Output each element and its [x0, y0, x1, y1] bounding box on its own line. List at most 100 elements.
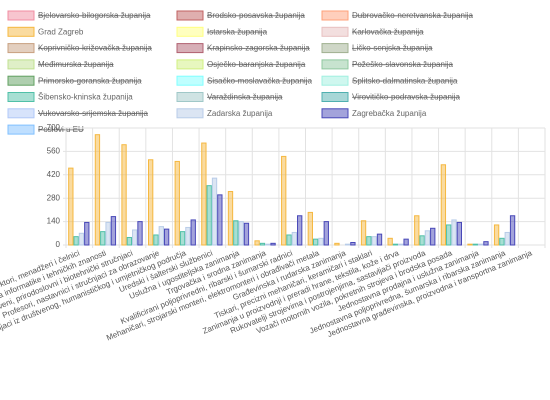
bar [493, 224, 500, 246]
legend-swatch[interactable] [176, 26, 204, 37]
legend-label[interactable]: Krapinsko-zagorska županija [207, 44, 310, 53]
bar [366, 236, 372, 246]
bar [100, 231, 106, 246]
legend-label[interactable]: Karlovačka županija [352, 27, 424, 36]
bar [110, 216, 117, 246]
bar [312, 238, 319, 246]
legend-swatch[interactable] [7, 59, 35, 70]
bar [233, 220, 239, 246]
bar [360, 220, 367, 246]
legend-swatch[interactable] [7, 26, 35, 37]
legend-swatch[interactable] [321, 108, 349, 119]
legend-swatch[interactable] [321, 92, 349, 102]
bar [163, 228, 170, 246]
legend-label[interactable]: Požeško-slavonska županija [352, 60, 453, 69]
legend-swatch[interactable] [321, 10, 349, 21]
y-tick-label: 700 [47, 123, 61, 132]
legend-swatch[interactable] [176, 92, 204, 102]
legend-swatch[interactable] [7, 43, 35, 54]
bar [376, 233, 383, 246]
bar [334, 242, 340, 246]
legend-label[interactable]: Šibensko-kninska županija [38, 93, 133, 102]
legend-label[interactable]: Istarska županija [207, 27, 268, 36]
legend-swatch[interactable] [321, 43, 349, 54]
legend-label[interactable]: Zagrebačka županija [352, 109, 427, 118]
bar [190, 219, 196, 246]
bar [68, 167, 74, 246]
legend-label[interactable]: Vukovarsko-srijemska županija [38, 109, 149, 118]
bar [259, 242, 266, 246]
y-tick-label: 420 [47, 170, 61, 179]
bar [254, 240, 260, 246]
bar [73, 236, 79, 246]
legend-swatch[interactable] [321, 75, 349, 86]
legend-label[interactable]: Virovitičko-podravska županija [352, 93, 460, 102]
y-tick-label: 140 [47, 217, 61, 226]
legend-label[interactable]: Međimurska županija [38, 60, 114, 69]
bar [499, 237, 505, 246]
bar [318, 237, 324, 246]
bar [344, 243, 351, 246]
legend-swatch[interactable] [176, 43, 204, 54]
legend-swatch[interactable] [176, 59, 204, 70]
bar [94, 134, 101, 246]
bar [430, 227, 436, 246]
bar [281, 155, 287, 246]
legend-label[interactable]: Splitsko-dalmatinska županija [352, 76, 458, 85]
legend-swatch[interactable] [176, 108, 204, 119]
legend-label[interactable]: Osječko-baranjska županija [207, 60, 306, 69]
legend-label[interactable]: Sisačko-moslavačka županija [207, 76, 312, 85]
bar [323, 221, 329, 246]
bar [227, 191, 234, 246]
legend-swatch[interactable] [321, 59, 349, 70]
legend-swatch[interactable] [176, 75, 204, 86]
legend-swatch[interactable] [7, 92, 35, 102]
legend-label[interactable]: Brodsko-posavska županija [207, 11, 305, 20]
bar [238, 221, 244, 246]
legend-label[interactable]: Koprivničko-križevačka županija [38, 44, 152, 53]
bar [211, 177, 218, 246]
bar [472, 243, 478, 246]
legend-swatch[interactable] [7, 124, 35, 135]
bar [147, 159, 154, 246]
bar [105, 221, 111, 246]
bar [291, 231, 298, 246]
legend-swatch[interactable] [7, 108, 35, 119]
bar [424, 230, 431, 246]
bar [446, 224, 452, 246]
bar [153, 234, 159, 246]
bar [84, 221, 90, 246]
bar [121, 144, 127, 246]
bar [387, 237, 393, 246]
bar [509, 215, 516, 246]
y-tick-label: 280 [47, 193, 61, 202]
bar [270, 242, 276, 246]
bar [440, 164, 447, 246]
bar [414, 215, 420, 246]
y-tick-label: 560 [47, 147, 61, 156]
legend-label[interactable]: Varaždinska županija [207, 93, 283, 102]
bar [201, 142, 207, 246]
legend-label[interactable]: Bjelovarsko-bilogorska županija [38, 11, 151, 20]
bar [243, 222, 250, 246]
legend-swatch[interactable] [7, 10, 35, 21]
bar [504, 231, 510, 246]
legend-label[interactable]: Zadarska županija [207, 109, 273, 118]
bar [398, 243, 404, 246]
legend-label[interactable]: Poslovi u EU [38, 125, 84, 134]
legend-swatch[interactable] [176, 10, 204, 21]
legend-label[interactable]: Dubrovačko-neretvanska županija [352, 11, 474, 20]
bar [467, 243, 473, 246]
bar [307, 211, 313, 246]
legend-label[interactable]: Primorsko-goranska županija [38, 76, 142, 85]
bar [78, 232, 85, 246]
legend-swatch[interactable] [321, 26, 349, 37]
legend-label[interactable]: Grad Zagreb [38, 27, 84, 36]
legend-label[interactable]: Ličko-senjska županija [352, 44, 433, 53]
bar [350, 241, 356, 246]
bar [392, 243, 399, 246]
legend-swatch[interactable] [7, 75, 35, 86]
bar [174, 160, 180, 246]
bar [419, 235, 425, 246]
